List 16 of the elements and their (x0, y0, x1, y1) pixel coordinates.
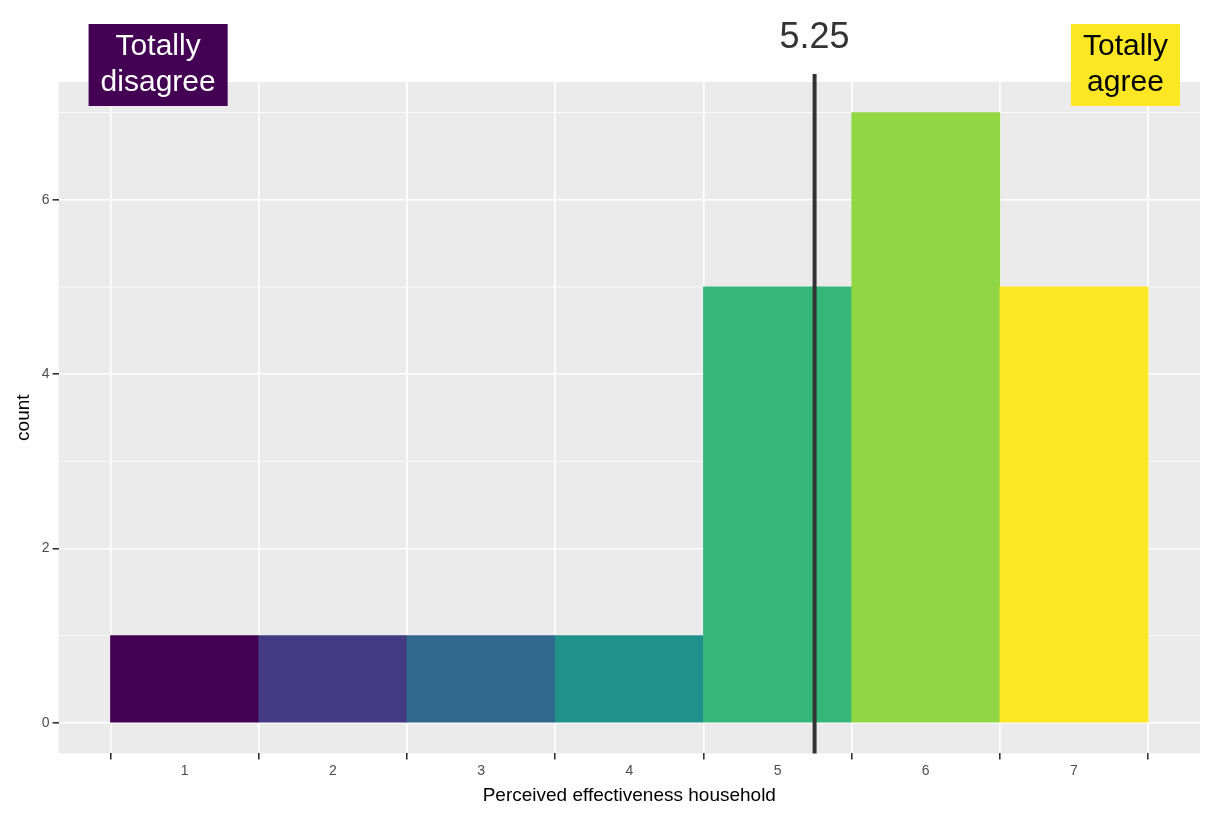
annotation: Totally disagree (100, 28, 216, 98)
y-tick-label: 0 (41, 713, 50, 730)
annotation: Totally agree (1082, 28, 1169, 98)
x-tick-label: 4 (625, 761, 634, 778)
x-tick-label: 3 (477, 761, 486, 778)
y-tick-label: 2 (41, 539, 50, 556)
y-tick-label: 6 (41, 190, 50, 207)
x-tick-label: 6 (921, 761, 930, 778)
y-axis-title: count (11, 393, 33, 441)
x-axis-title: Perceived effectiveness household (482, 783, 776, 805)
x-tick-label: 2 (328, 761, 337, 778)
x-tick-label: 5 (773, 761, 782, 778)
x-tick-label: 7 (1070, 761, 1079, 778)
y-tick-label: 4 (41, 364, 50, 381)
ref-line-label: 5.25 (779, 14, 850, 56)
x-tick-label: 1 (180, 761, 189, 778)
